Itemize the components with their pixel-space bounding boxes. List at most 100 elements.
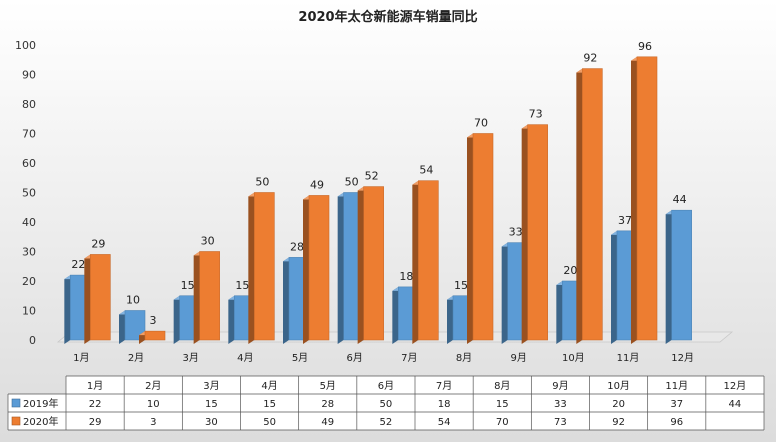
x-tick-label: 11月 (617, 352, 640, 364)
table-value-cell: 18 (438, 399, 451, 410)
table-value-cell: 37 (670, 399, 683, 410)
bar-side (357, 186, 364, 344)
table-value-cell: 54 (438, 417, 451, 428)
table-value-cell: 50 (380, 399, 393, 410)
table-value-cell: 28 (321, 399, 334, 410)
data-label: 52 (365, 170, 379, 183)
bar-2019 (665, 209, 692, 344)
data-label: 54 (419, 164, 433, 177)
table-value-cell: 33 (554, 399, 567, 410)
bar-2020 (521, 124, 548, 345)
table-value-cell: 22 (89, 399, 102, 410)
table-value-cell: 50 (263, 417, 276, 428)
x-tick-label: 2月 (128, 352, 144, 364)
y-tick-label: 70 (22, 128, 36, 141)
table-header-cell: 1月 (87, 380, 103, 392)
data-label: 29 (91, 237, 105, 250)
bar-side (84, 254, 91, 344)
table-header-cell: 10月 (607, 380, 630, 392)
data-label: 3 (150, 314, 157, 327)
table-value-cell: 96 (670, 417, 683, 428)
legend-label: 2020年 (23, 415, 58, 428)
x-axis: 1月 2月 3月 4月 5月 6月 7月 8月 9月 10月 11月 12月 (73, 352, 694, 364)
bar-2020 (193, 251, 220, 344)
data-label: 92 (583, 52, 597, 65)
bar-side (283, 257, 289, 344)
table-value-cell: 20 (612, 399, 625, 410)
bar-side (228, 295, 235, 344)
bar-2020 (412, 180, 439, 344)
bar-side (501, 242, 508, 344)
data-label: 73 (529, 108, 543, 121)
y-tick-label: 50 (22, 187, 36, 200)
bar-2020 (84, 254, 111, 344)
x-tick-label: 6月 (346, 352, 362, 364)
bar-side (303, 195, 309, 344)
y-tick-label: 40 (22, 216, 36, 229)
bar-front (582, 68, 603, 341)
y-tick-label: 0 (29, 334, 36, 347)
data-label: 15 (235, 279, 249, 292)
bar-2019 (119, 310, 146, 344)
bar-side (665, 210, 672, 344)
data-label: 37 (618, 214, 632, 227)
bar-side (576, 68, 583, 344)
x-tick-label: 1月 (73, 352, 89, 364)
bar-side (119, 310, 125, 344)
table-value-cell: 15 (263, 399, 276, 410)
x-tick-label: 7月 (401, 352, 417, 364)
bar-front (636, 56, 658, 341)
y-axis: 0 10 20 30 40 50 60 70 80 90 100 (15, 39, 36, 347)
table-value-cell: 73 (554, 417, 567, 428)
table-value-cell: 70 (496, 417, 509, 428)
bar-front (671, 209, 692, 341)
data-label: 15 (181, 279, 195, 292)
bar-2020 (248, 192, 275, 344)
x-tick-label: 8月 (456, 352, 472, 364)
data-label: 20 (563, 264, 577, 277)
bar-side (467, 133, 473, 344)
table-header-cell: 6月 (378, 380, 394, 392)
table-header-cell: 2月 (145, 380, 161, 392)
bar-side (64, 275, 71, 344)
bar-side (521, 124, 528, 345)
bar-side (631, 56, 637, 345)
bar-side (611, 230, 617, 344)
data-label: 30 (201, 235, 215, 248)
bar-2020 (631, 56, 658, 345)
table-header-cell: 5月 (320, 380, 336, 392)
bar-2020 (467, 133, 494, 344)
legend-swatch (11, 416, 21, 426)
data-label: 28 (290, 240, 304, 253)
data-label: 18 (399, 270, 413, 283)
bar-front (144, 330, 166, 341)
table-value-cell: 30 (205, 417, 218, 428)
data-label: 50 (255, 176, 269, 189)
bar-side (447, 295, 453, 344)
bar-side (337, 192, 344, 344)
y-tick-label: 30 (22, 246, 36, 259)
bar-front (472, 133, 494, 341)
y-tick-label: 60 (22, 157, 36, 170)
x-tick-label: 4月 (237, 352, 253, 364)
bar-front (124, 310, 146, 341)
data-label: 33 (509, 226, 523, 239)
legend-swatch (11, 398, 21, 408)
table-header-cell: 7月 (436, 380, 452, 392)
y-tick-label: 90 (22, 69, 36, 82)
bar-front (254, 192, 275, 341)
y-tick-label: 10 (22, 305, 36, 318)
table-value-cell: 49 (321, 417, 334, 428)
table-value-cell: 15 (205, 399, 218, 410)
bar-front (308, 195, 330, 341)
bar-2020 (139, 330, 166, 344)
table-value-cell: 52 (380, 417, 393, 428)
data-label: 44 (673, 193, 687, 206)
table-header-cell: 4月 (261, 380, 277, 392)
table-value-cell: 10 (147, 399, 160, 410)
x-tick-label: 9月 (510, 352, 526, 364)
bar-side (412, 180, 419, 344)
bar-side (392, 286, 399, 344)
bar-front (199, 251, 220, 341)
